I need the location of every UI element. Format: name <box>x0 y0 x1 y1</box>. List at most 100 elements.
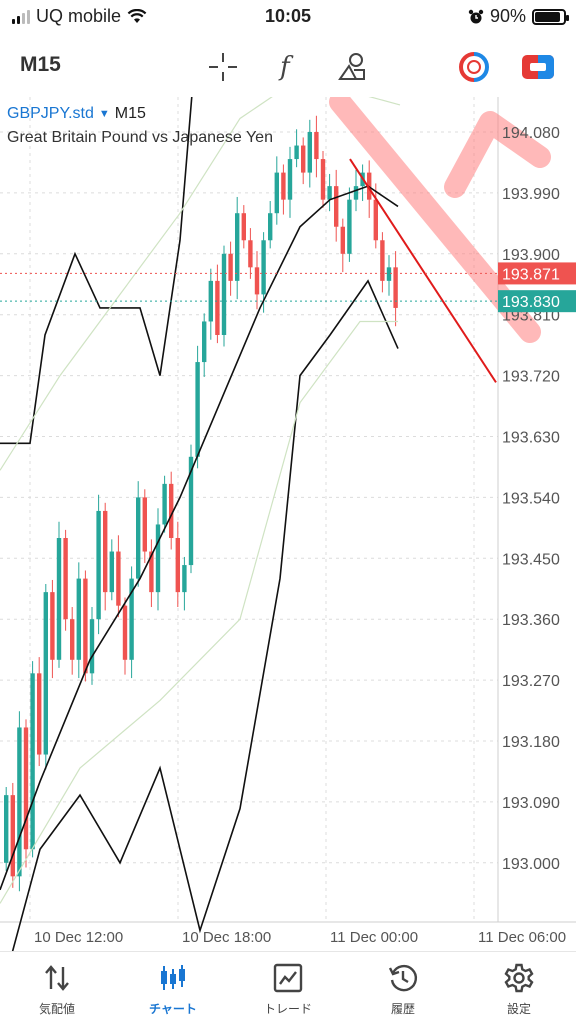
time-label: 10 Dec 18:00 <box>182 929 271 946</box>
timeframe-button[interactable]: M15 <box>20 53 61 76</box>
price-label: 193.990 <box>502 186 560 203</box>
candle-body <box>254 267 260 295</box>
candle-body <box>103 510 108 593</box>
candle-body <box>327 186 332 200</box>
candle <box>23 719 29 868</box>
candle <box>380 232 385 293</box>
trendline <box>349 158 497 383</box>
indicator-f-icon[interactable]: f <box>270 50 306 84</box>
nav-label: 設定 <box>506 1002 531 1016</box>
candle <box>136 481 141 587</box>
nav-label: チャート <box>149 1002 197 1016</box>
candle-body <box>221 253 227 335</box>
candle-body <box>122 605 128 660</box>
candle-body <box>353 186 359 200</box>
price-chart[interactable]: GBPJPY.std ▼ M15 Great Britain Pound vs … <box>0 0 576 999</box>
candle-body <box>314 132 319 160</box>
candle <box>149 539 154 608</box>
signal-icon <box>12 9 30 24</box>
candle <box>241 205 246 249</box>
ask-price-label: 193.830 <box>502 294 560 311</box>
one-click-trading-icon[interactable] <box>456 50 492 84</box>
candle-body <box>83 578 88 674</box>
candle-body <box>50 592 55 660</box>
candle-body <box>175 538 180 593</box>
candle-body <box>215 280 220 335</box>
price-label: 193.450 <box>502 551 560 568</box>
nav-label: 気配値 <box>38 1002 75 1016</box>
price-label: 193.630 <box>502 430 560 447</box>
chart-toolbar: M15 f <box>0 40 576 92</box>
candle <box>182 556 187 611</box>
candle <box>43 584 48 770</box>
candle-body <box>268 213 273 241</box>
candle <box>202 313 207 377</box>
candle-body <box>188 456 194 566</box>
trade-icon <box>243 962 333 994</box>
candle <box>70 607 75 675</box>
candle-body <box>70 619 75 660</box>
candle <box>334 169 339 242</box>
svg-text:f: f <box>278 52 294 82</box>
nav-trade[interactable]: トレード <box>243 962 333 1017</box>
price-label: 194.080 <box>502 125 560 142</box>
candle <box>142 489 147 564</box>
candle-body <box>287 159 293 200</box>
candle-body <box>261 240 266 295</box>
candle-body <box>380 240 385 281</box>
price-label: 193.090 <box>502 795 560 812</box>
settings-icon <box>474 962 564 994</box>
nav-quotes[interactable]: 気配値 <box>12 962 102 1017</box>
bottom-nav: 気配値 チャート トレード 履歴 <box>0 951 576 1024</box>
trade-ticket-icon[interactable] <box>520 50 556 84</box>
carrier-group: UQ mobile <box>12 6 147 27</box>
candle <box>116 535 121 618</box>
nav-history[interactable]: 履歴 <box>358 962 448 1017</box>
candle-body <box>169 483 174 538</box>
candle-body <box>149 551 154 593</box>
crosshair-icon[interactable] <box>205 50 241 84</box>
candle-body <box>43 592 48 755</box>
price-label: 193.360 <box>502 612 560 629</box>
candle <box>129 566 134 679</box>
candle-body <box>10 795 15 877</box>
nav-label: トレード <box>263 1002 312 1016</box>
candle-body <box>202 321 207 363</box>
candle <box>373 183 378 249</box>
candle-body <box>195 362 200 457</box>
nav-chart[interactable]: チャート <box>128 962 218 1017</box>
candle <box>122 597 128 675</box>
candle <box>228 241 233 296</box>
candle <box>4 787 9 871</box>
symbol-dropdown-icon[interactable]: ▼ <box>98 108 110 120</box>
candle <box>195 345 200 469</box>
candle <box>162 475 167 533</box>
objects-icon[interactable] <box>334 50 370 84</box>
candle-body <box>393 267 398 308</box>
candle <box>235 196 240 300</box>
chart-canvas[interactable]: 194.080193.990193.900193.810193.720193.6… <box>0 0 576 999</box>
candle-body <box>281 172 286 200</box>
candle <box>268 201 273 249</box>
candle <box>89 607 95 685</box>
candle-body <box>129 578 134 660</box>
symbol-name[interactable]: GBPJPY.std <box>7 105 94 122</box>
candle-body <box>182 565 187 593</box>
price-label: 193.180 <box>502 734 560 751</box>
time-label: 11 Dec 00:00 <box>330 929 418 946</box>
time-label: 11 Dec 06:00 <box>478 929 566 946</box>
candle-body <box>248 240 253 268</box>
candle <box>215 264 220 344</box>
candle <box>76 562 81 679</box>
time-label: 10 Dec 12:00 <box>34 929 123 946</box>
candle <box>155 508 161 611</box>
candle <box>109 539 114 601</box>
nav-settings[interactable]: 設定 <box>474 962 564 1017</box>
candle-body <box>17 727 22 877</box>
candle <box>294 129 299 168</box>
candle-body <box>228 253 233 281</box>
candle <box>386 255 392 296</box>
candle <box>254 251 260 310</box>
candle-body <box>96 510 101 620</box>
quotes-icon <box>12 962 102 994</box>
